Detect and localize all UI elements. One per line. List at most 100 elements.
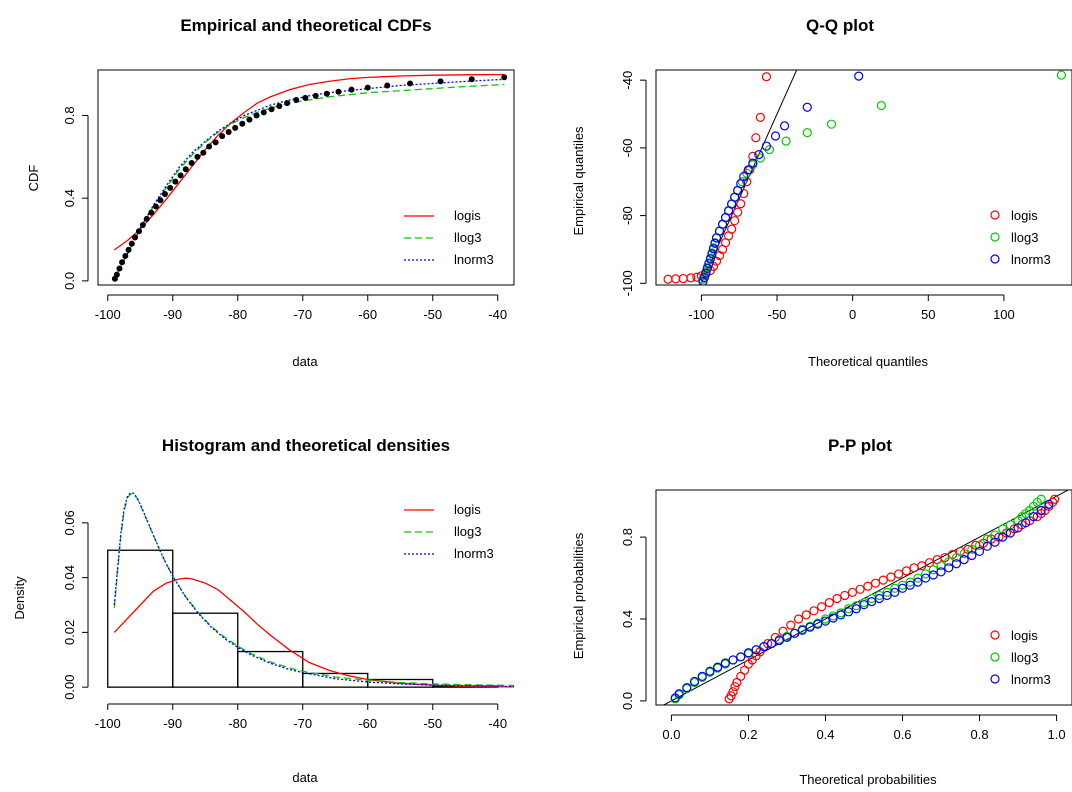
hist-legend-label-llog3: llog3 xyxy=(454,524,481,539)
qq-frame xyxy=(655,69,1072,286)
pp-point-lnorm3 xyxy=(1005,528,1015,538)
qq-x-tick-label: 100 xyxy=(993,307,1015,322)
pp-y-tick-label: 0.0 xyxy=(620,692,635,710)
pp-point-llog3 xyxy=(982,534,992,544)
cdf-data-point xyxy=(157,197,164,204)
pp-point-logis xyxy=(801,610,811,620)
qq-point-lnorm3 xyxy=(702,263,713,274)
qq-point-logis xyxy=(686,273,696,283)
pp-point-logis xyxy=(847,587,858,597)
cdf-x-tick-label: -90 xyxy=(163,307,182,322)
pp-legend: logis llog3 lnorm3 xyxy=(990,628,1051,687)
hist-x-tick-label: -50 xyxy=(423,716,442,731)
pp-point-lnorm3 xyxy=(998,532,1008,542)
pp-point-logis xyxy=(909,563,919,573)
qq-point-lnorm3 xyxy=(708,244,719,254)
pp-point-logis xyxy=(886,572,896,582)
qq-title: Q-Q plot xyxy=(806,16,874,35)
pp-point-logis xyxy=(793,614,804,624)
cdf-x-tick-label: -80 xyxy=(228,307,247,322)
cdf-data-point xyxy=(293,96,300,103)
pp-point-lnorm3 xyxy=(705,666,715,676)
cdf-data-point xyxy=(148,209,155,216)
pp-y-tick-label: 0.8 xyxy=(620,528,635,546)
cdf-data-point xyxy=(232,124,239,131)
cdf-data-point xyxy=(239,120,246,127)
cdf-x-tick-label: -100 xyxy=(95,307,121,322)
pp-point-lnorm3 xyxy=(782,632,792,643)
cdf-data-point xyxy=(219,133,226,140)
qq-point-lnorm3 xyxy=(739,172,749,182)
cdf-data-point xyxy=(246,116,253,123)
pp-x-tick-label: 0.8 xyxy=(971,727,989,742)
cdf-y-tick-label: 0.8 xyxy=(62,106,77,124)
pp-point-llog3 xyxy=(1036,494,1046,504)
pp-point-lnorm3 xyxy=(682,682,692,693)
pp-point-lnorm3 xyxy=(774,635,784,646)
qq-point-logis xyxy=(671,274,681,284)
cdf-legend-label-llog3: llog3 xyxy=(454,230,481,245)
cdf-x-tick-label: -40 xyxy=(488,307,507,322)
cdf-data-point xyxy=(284,100,291,107)
qq-point-lnorm3 xyxy=(770,131,781,141)
cdf-data-point xyxy=(225,129,232,136)
qq-y-tick-label: -100 xyxy=(620,270,635,296)
hist-x-tick-label: -70 xyxy=(293,716,312,731)
pp-point-lnorm3 xyxy=(805,622,815,632)
cdf-data-point xyxy=(172,178,179,185)
cdf-data-point xyxy=(468,76,475,83)
pp-point-lnorm3 xyxy=(951,559,962,569)
pp-xlabel: Theoretical probabilities xyxy=(799,772,937,787)
cdf-legend-label-logis: logis xyxy=(454,208,481,223)
pp-x-tick-label: 0.6 xyxy=(893,727,911,742)
cdf-data-point xyxy=(335,88,342,95)
pp-point-logis xyxy=(917,561,927,571)
pp-x-tick-label: 0.2 xyxy=(739,727,757,742)
cdf-data-point xyxy=(122,253,129,260)
pp-point-lnorm3 xyxy=(921,573,931,583)
qq-x-tick-label: 0 xyxy=(849,307,856,322)
hist-title: Histogram and theoretical densities xyxy=(162,436,450,455)
cdf-data-point xyxy=(253,112,260,119)
qq-point-lnorm3 xyxy=(705,254,716,264)
pp-title: P-P plot xyxy=(828,436,892,455)
pp-point-lnorm3 xyxy=(967,550,977,561)
hist-y-tick-label: 0.00 xyxy=(62,674,77,699)
cdf-data-point xyxy=(194,153,201,160)
qq-x-tick-label: -50 xyxy=(768,307,787,322)
pp-point-logis xyxy=(924,558,935,568)
hist-hist-bar xyxy=(302,672,369,688)
cdf-data-point xyxy=(323,90,330,97)
pp-point-logis xyxy=(870,578,881,588)
cdf-legend-label-lnorm3: lnorm3 xyxy=(454,252,494,267)
pp-point-logis xyxy=(901,566,911,576)
pp-point-lnorm3 xyxy=(728,655,738,665)
pp-point-lnorm3 xyxy=(736,652,746,662)
qq-x-tick-label: -100 xyxy=(688,307,714,322)
qq-point-lnorm3 xyxy=(748,158,758,168)
cdf-series-llog3 xyxy=(113,83,505,280)
qq-point-lnorm3 xyxy=(854,71,864,81)
pp-ylabel: Empirical probabilities xyxy=(571,532,586,659)
pp-point-lnorm3 xyxy=(905,580,915,590)
pp-point-lnorm3 xyxy=(936,567,946,577)
cdf-data-point xyxy=(302,94,309,101)
cdf-data-point xyxy=(206,143,213,150)
cdf-title: Empirical and theoretical CDFs xyxy=(180,16,431,35)
cdf-data-point xyxy=(212,139,219,146)
pp-point-logis xyxy=(832,593,842,604)
cdf-frame xyxy=(97,69,515,286)
pp-point-logis xyxy=(1050,494,1060,504)
qq-plot-area xyxy=(663,70,1067,285)
pp-point-lnorm3 xyxy=(897,583,908,593)
qq-legend: logis llog3 lnorm3 xyxy=(990,208,1051,267)
pp-point-lnorm3 xyxy=(959,555,969,565)
hist-y-tick-label: 0.04 xyxy=(62,565,77,590)
pp-point-lnorm3 xyxy=(974,546,985,557)
cdf-data-point xyxy=(501,74,508,81)
qq-point-llog3 xyxy=(876,100,886,111)
pp-point-lnorm3 xyxy=(751,645,761,655)
qq-point-logis xyxy=(736,199,746,209)
qq-legend-label-lnorm3: lnorm3 xyxy=(1011,252,1051,267)
qq-point-llog3 xyxy=(802,128,812,138)
